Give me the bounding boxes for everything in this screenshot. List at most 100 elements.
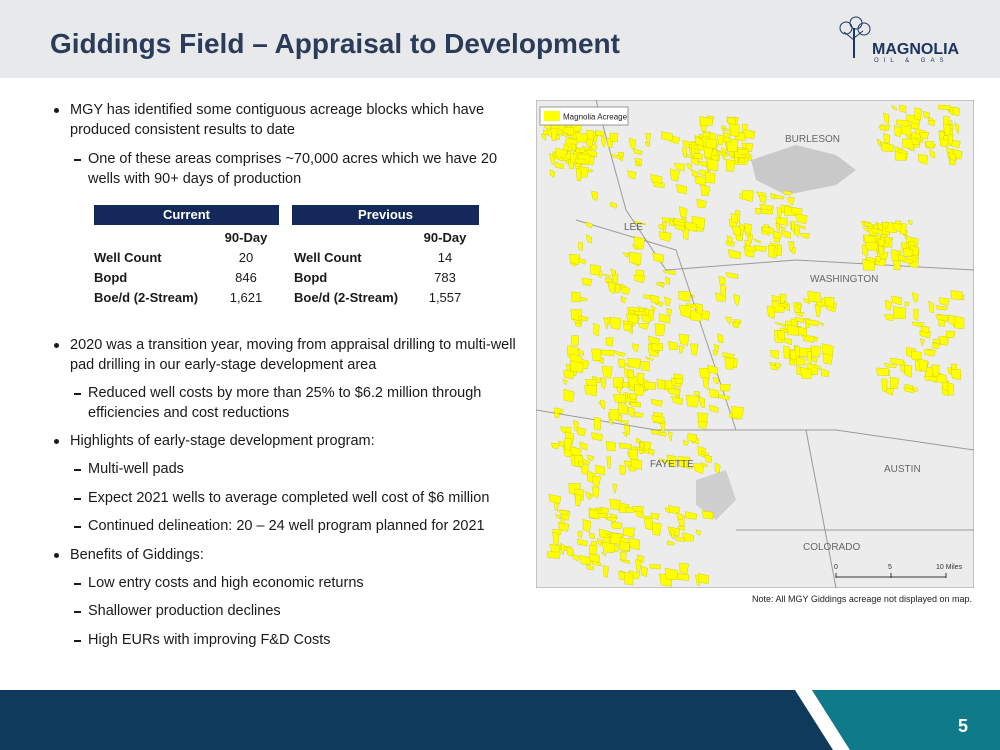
acreage-tract [921,325,930,334]
acreage-tract [918,154,928,165]
acreage-tract [575,167,582,182]
acreage-tract [563,388,575,403]
acreage-tract [624,571,634,585]
sub-bullet: Reduced well costs by more than 25% to $… [74,383,513,423]
acreage-tract [894,151,908,161]
acreage-tract [640,313,651,324]
acreage-tract [644,356,655,361]
table-cell: 783 [434,270,456,285]
acreage-tract [677,526,686,532]
table-cell: Well Count [294,250,362,265]
acreage-tract [573,420,579,432]
acreage-tract [618,541,630,551]
acreage-tract [650,174,663,184]
sub-bullet: Multi-well pads [74,459,513,479]
acreage-tract [578,460,585,468]
acreage-tract [891,104,897,111]
acreage-tract [762,226,775,234]
acreage-tract [698,573,710,584]
acreage-tract [714,462,721,474]
acreage-tract [705,138,717,149]
acreage-tract [893,306,907,320]
acreage-tract [938,297,950,306]
acreage-tract [651,343,664,351]
acreage-tract [664,567,678,581]
acreage-tract [569,253,581,266]
acreage-tract [634,510,644,519]
acreage-tract [577,426,587,437]
acreage-tract [796,356,806,366]
acreage-tract [620,286,631,295]
sub-bullet: Shallower production declines [74,601,513,621]
table-cell: 1,621 [229,290,263,305]
acreage-tract [673,163,685,172]
acreage-tract [650,429,662,435]
acreage-tract [665,276,670,285]
acreage-tract [902,138,916,150]
title: Giddings Field – Appraisal to Developmen… [50,28,620,59]
acreage-tract [935,305,949,311]
acreage-tract [561,132,568,138]
acreage-tract [616,386,622,394]
acreage-tract [555,513,561,520]
table-cell: Bopd [94,270,128,285]
acreage-tract [650,512,660,520]
acreage-tract [797,326,807,337]
acreage-tract [722,352,735,359]
acreage-tract [907,219,913,226]
acreage-tract [593,417,601,431]
acreage-tract [820,368,830,377]
acreage-tract [708,388,719,399]
acreage-tract [612,483,618,494]
acreage-tract [890,357,904,366]
acreage-tract [948,314,957,326]
acreage-tract [737,149,749,155]
acreage-tract [569,262,577,267]
acreage-tract [694,175,707,186]
acreage-tract [870,227,884,235]
acreage-tract [570,446,582,457]
acreage-tract [605,440,616,452]
acreage-tract [770,192,776,200]
acreage-tract [643,517,653,531]
acreage-tract [883,112,890,126]
scale-label: 10 Miles [936,564,963,571]
acreage-tract [588,552,601,563]
acreage-tract [885,299,892,311]
acreage-tract [666,454,677,468]
acreage-tract [636,437,641,444]
acreage-tract [745,142,754,152]
acreage-tract [633,274,646,284]
acreage-tract [584,384,598,397]
acreage-tract [718,275,726,285]
acreage-tract [759,195,767,205]
acreage-tract [610,522,623,530]
acreage-tract [768,244,776,258]
acreage-tract [884,236,891,246]
acreage-tract [700,184,711,196]
acreage-tract [776,207,782,219]
acreage-tract [609,498,621,510]
acreage-tract [586,139,594,148]
acreage-tract [569,153,578,164]
acreage-tract [707,364,718,375]
legend-label: Magnolia Acreage [563,113,628,122]
acreage-tract [772,230,782,240]
acreage-tract [823,296,835,309]
acreage-tract [800,366,812,379]
acreage-tract [948,151,956,161]
acreage-tract [550,128,558,141]
acreage-tract [698,396,705,409]
sub-bullet: High EURs with improving F&D Costs [74,630,513,650]
lake [696,470,736,520]
acreage-tract [594,129,605,137]
acreage-tract [570,143,576,152]
acreage-tract [678,305,692,319]
acreage-tract [862,227,870,233]
acreage-tract [697,420,708,430]
county-labels: BURLESON LEE WASHINGTON FAYETTE AUSTIN C… [624,134,921,553]
acreage-tract [626,313,639,325]
acreage-tract [586,563,595,571]
acreage-tract [782,190,793,196]
table-cell: Bopd [294,270,328,285]
